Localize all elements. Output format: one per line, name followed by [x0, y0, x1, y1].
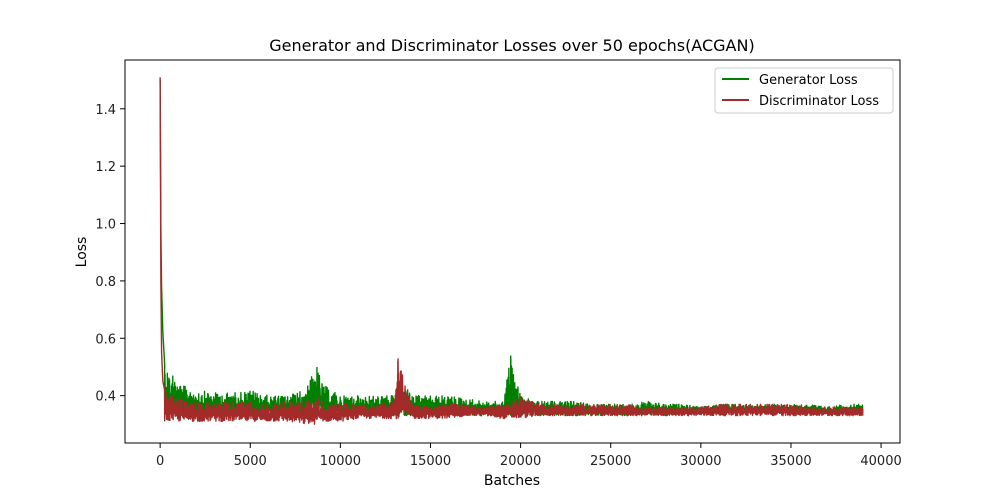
y-tick-label: 1.0	[95, 218, 116, 233]
y-axis: 0.4 0.6 0.8 1.0 1.2 1.4	[95, 103, 125, 405]
discriminator-loss-line	[159, 77, 864, 425]
legend-box	[714, 67, 894, 114]
y-tick-label: 1.2	[95, 160, 116, 175]
x-tick-label: 40000	[860, 454, 901, 469]
legend: Generator Loss Discriminator Loss	[714, 67, 894, 114]
x-axis-label: Batches	[484, 473, 540, 489]
x-tick-label: 10000	[320, 454, 361, 469]
y-tick-label: 1.4	[95, 103, 116, 118]
series-layer	[159, 77, 864, 425]
x-tick-label: 35000	[770, 454, 811, 469]
y-tick-label: 0.8	[95, 275, 116, 290]
plot-frame	[124, 59, 901, 444]
x-tick-label: 30000	[680, 454, 721, 469]
x-tick-label: 25000	[590, 454, 631, 469]
y-tick-label: 0.4	[95, 390, 116, 405]
x-tick-label: 15000	[410, 454, 451, 469]
legend-label-generator: Generator Loss	[759, 73, 858, 88]
x-tick-label: 5000	[234, 454, 267, 469]
chart-title: Generator and Discriminator Losses over …	[269, 36, 754, 55]
plot-area	[124, 59, 901, 444]
x-tick-label: 20000	[500, 454, 541, 469]
x-tick-label: 0	[156, 454, 164, 469]
legend-label-discriminator: Discriminator Loss	[759, 94, 879, 109]
y-axis-label: Loss	[74, 237, 90, 268]
y-tick-label: 0.6	[95, 332, 116, 347]
x-axis: 0 5000 10000 15000 20000 25000 30000 35000 40000	[156, 443, 902, 469]
